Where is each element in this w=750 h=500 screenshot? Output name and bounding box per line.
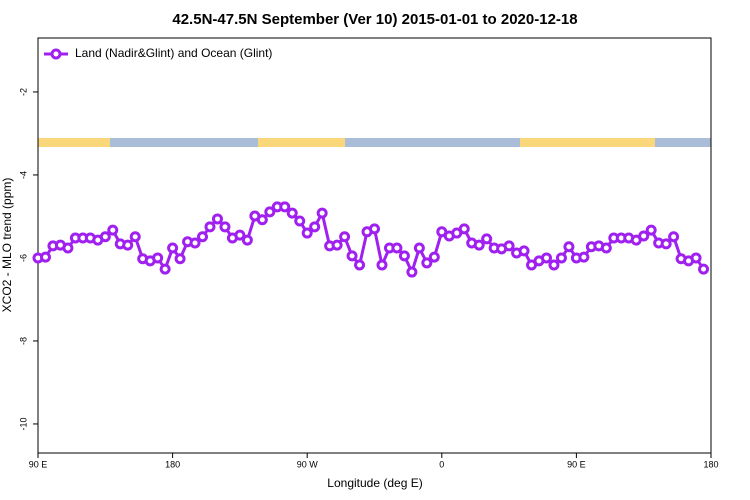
point	[660, 238, 672, 250]
point	[645, 224, 657, 236]
point	[167, 242, 179, 254]
point	[369, 223, 380, 235]
point	[600, 242, 612, 254]
plot-frame	[37, 37, 712, 454]
y-axis-label: XCO2 - MLO trend (ppm)	[0, 178, 14, 313]
point	[481, 233, 493, 245]
point	[540, 252, 552, 264]
land-band	[258, 138, 345, 147]
point	[421, 257, 433, 269]
point	[309, 221, 321, 233]
point	[279, 201, 291, 213]
point	[316, 207, 328, 219]
point	[204, 221, 216, 233]
x-tick-label: 180	[703, 459, 718, 469]
y-tick-label: -4	[18, 171, 28, 179]
x-tick-label: 90 W	[297, 459, 319, 469]
point	[668, 231, 680, 243]
point	[129, 231, 141, 243]
point	[638, 230, 650, 242]
point	[518, 245, 530, 257]
point	[219, 221, 231, 233]
chart-title: 42.5N-47.5N September (Ver 10) 2015-01-0…	[172, 11, 577, 28]
point	[62, 242, 74, 254]
point	[159, 263, 171, 275]
y-tick-label: -8	[18, 337, 28, 345]
land-band	[38, 138, 110, 147]
point	[211, 213, 223, 225]
x-axis-label: Longitude (deg E)	[327, 476, 422, 490]
legend-label: Land (Nadir&Glint) and Ocean (Glint)	[75, 46, 272, 60]
x-tick-label: 90 E	[567, 459, 586, 469]
point	[241, 234, 253, 246]
point	[189, 237, 201, 249]
legend: Land (Nadir&Glint) and Ocean (Glint)	[44, 46, 272, 60]
point	[413, 242, 425, 254]
point	[354, 259, 366, 271]
point	[503, 240, 515, 252]
point	[301, 227, 313, 239]
point	[152, 252, 164, 264]
ocean-band	[38, 138, 711, 147]
x-tick-label: 0	[439, 459, 444, 469]
point	[286, 207, 298, 219]
point	[376, 259, 388, 271]
point	[406, 266, 418, 278]
y-tick-label: -2	[18, 88, 28, 96]
point	[555, 252, 567, 264]
point	[174, 253, 186, 265]
point	[99, 231, 111, 243]
point	[698, 263, 710, 275]
point	[122, 239, 134, 251]
land-ocean-strip	[38, 138, 711, 147]
point	[264, 206, 276, 218]
point	[428, 251, 440, 263]
point	[234, 229, 246, 241]
point	[690, 252, 702, 264]
point	[256, 214, 268, 226]
point	[473, 239, 485, 251]
point	[548, 259, 560, 271]
point	[458, 223, 470, 235]
land-band	[520, 138, 655, 147]
legend-marker	[50, 48, 62, 60]
point	[294, 215, 306, 227]
point	[391, 242, 403, 254]
x-tick-label: 180	[165, 459, 180, 469]
point	[197, 231, 209, 243]
point	[398, 250, 410, 262]
point	[331, 239, 343, 251]
point	[107, 224, 119, 236]
x-tick-label: 90 E	[29, 459, 48, 469]
point	[563, 241, 575, 253]
point	[578, 251, 590, 263]
y-tick-label: -10	[18, 417, 28, 430]
point	[39, 251, 51, 263]
point	[346, 250, 358, 262]
y-tick-label: -6	[18, 254, 28, 262]
point	[339, 231, 351, 243]
